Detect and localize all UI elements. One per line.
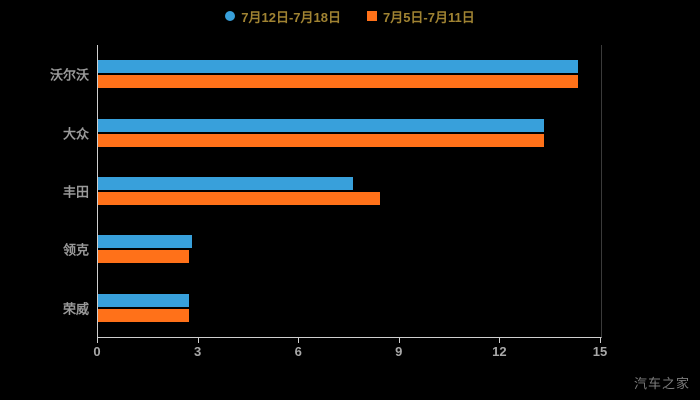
legend-label: 7月12日-7月18日	[241, 9, 341, 25]
legend-label: 7月5日-7月11日	[382, 9, 475, 25]
bar-荣威-series0	[98, 293, 189, 307]
legend-item-1[interactable]: 7月5日-7月11日	[366, 7, 475, 26]
y-axis-label-沃尔沃: 沃尔沃	[49, 67, 89, 83]
bar-丰田-series0	[98, 177, 353, 190]
x-axis-tick	[600, 338, 601, 343]
x-axis-tick	[298, 338, 300, 343]
bar-丰田-series1	[98, 192, 380, 205]
x-axis-tick-label: 0	[93, 344, 101, 359]
x-axis-tick	[97, 338, 98, 343]
y-axis-label-领克: 领克	[62, 242, 89, 258]
bar-大众-series1	[98, 133, 544, 147]
bar-沃尔沃-series1	[98, 75, 578, 89]
bar-大众-series0	[98, 118, 544, 132]
y-axis-label-丰田: 丰田	[62, 184, 89, 200]
legend-marker-circle-icon	[225, 11, 236, 21]
x-axis-tick-label: 6	[294, 344, 302, 359]
x-axis-tick	[398, 338, 400, 343]
bar-领克-series0	[98, 235, 192, 249]
x-axis-tick-label: 9	[395, 344, 403, 359]
x-axis-tick-label: 15	[592, 344, 608, 359]
bar-沃尔沃-series0	[98, 60, 578, 74]
x-axis-tick	[499, 338, 501, 343]
legend: 7月12日-7月18日 7月5日-7月11日	[0, 6, 700, 26]
watermark: 汽车之家	[633, 376, 690, 391]
bar-荣威-series1	[98, 308, 189, 322]
plot-area	[97, 45, 602, 338]
x-axis-tick-label: 3	[193, 344, 202, 359]
bar-领克-series1	[98, 250, 189, 264]
x-axis-tick-label: 12	[492, 344, 507, 359]
legend-marker-square-icon	[366, 11, 377, 21]
y-axis-label-大众: 大众	[62, 126, 89, 142]
legend-item-0[interactable]: 7月12日-7月18日	[225, 7, 341, 26]
y-axis-label-荣威: 荣威	[62, 301, 89, 317]
x-axis-tick	[197, 338, 199, 343]
